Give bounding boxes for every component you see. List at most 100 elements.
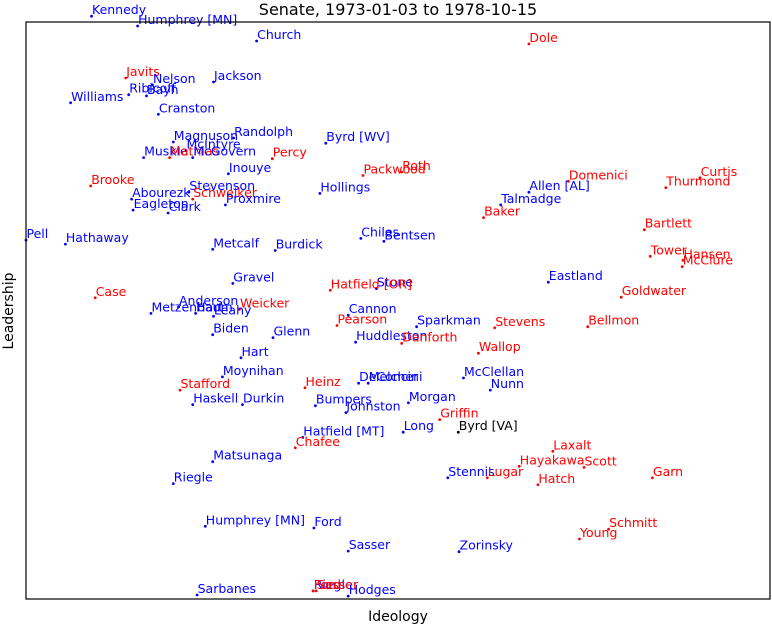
senator-marker (238, 307, 241, 311)
senator-marker (578, 537, 581, 541)
senator-marker (698, 176, 702, 180)
senator-label: Eastland (549, 268, 603, 283)
senator-label: Hatch (538, 471, 575, 486)
senator-point: Hollings (318, 179, 370, 195)
senator-label: Hayakawa (520, 452, 585, 467)
senator-marker (607, 527, 610, 531)
senator-point: Zorinsky (457, 538, 514, 554)
senator-point: Humphrey [MN] (136, 12, 237, 28)
senator-marker (375, 287, 378, 290)
senator-marker (145, 94, 148, 98)
senator-point: Moynihan (221, 363, 284, 379)
senator-label: Byrd [VA] (459, 418, 518, 433)
senator-marker (680, 265, 684, 268)
senator-label: Randolph (234, 124, 293, 139)
senator-label: Garn (653, 464, 683, 479)
senator-label: DeConcini (359, 369, 422, 384)
senator-label: Church (257, 27, 301, 42)
senator-label: Hansen (684, 246, 731, 261)
senator-marker (212, 314, 215, 318)
senator-marker (651, 476, 654, 480)
senator-point: Matsunaga (211, 448, 282, 464)
senator-marker (177, 305, 180, 309)
senator-marker (191, 403, 195, 406)
senator-point: Jackson (212, 68, 262, 84)
senator-label: Bellmon (588, 313, 639, 328)
senator-marker (493, 326, 497, 330)
senator-label: Hatfield [OR] (331, 276, 412, 291)
senator-marker (536, 483, 540, 487)
senator-point: Leahy (212, 302, 252, 318)
senator-marker (211, 460, 215, 464)
senator-marker (346, 549, 350, 553)
senator-point: Metcalf (211, 235, 260, 251)
senator-label: Long (404, 418, 434, 433)
senator-marker (232, 136, 236, 140)
senator-point: Humphrey [MN] (203, 512, 305, 528)
senator-marker (366, 381, 370, 385)
senator-label: McClellan (464, 364, 524, 379)
senator-marker (303, 386, 307, 390)
senator-label: Pearson (338, 312, 388, 327)
senator-marker (130, 197, 134, 201)
senator-label: Humphrey [MN] (138, 12, 237, 27)
senator-marker (648, 254, 652, 258)
senator-point: Garn (651, 464, 683, 480)
senator-point: Stone (375, 275, 413, 290)
senator-point: Domenici (567, 167, 628, 183)
senator-marker (221, 375, 224, 379)
senator-point: McIntyre (184, 137, 241, 153)
senator-marker (270, 157, 274, 161)
plot-area-frame (25, 21, 771, 600)
senator-marker (142, 156, 146, 160)
senator-label: Thurmond (665, 174, 730, 189)
senator-marker (301, 436, 305, 439)
senator-label: Matsunaga (213, 448, 282, 463)
y-axis-label: Leadership (1, 272, 17, 349)
senator-point: Hart (194, 299, 223, 315)
senator-label: Laxalt (553, 437, 591, 452)
senator-label: Biden (213, 321, 249, 336)
senator-marker (131, 208, 135, 212)
senator-point: Hodges (346, 582, 396, 598)
senator-label: Tower (650, 242, 688, 257)
senator-point: Danforth (400, 329, 457, 345)
senator-marker (681, 258, 685, 262)
senator-point: Riegle (171, 470, 213, 485)
senator-point: Ford (311, 577, 341, 593)
senator-point: Hatfield [OR] (328, 276, 412, 292)
senator-label: Danforth (402, 329, 457, 344)
senator-point: Bumpers (314, 392, 372, 408)
senator-marker (462, 376, 465, 380)
senator-label: Sarbanes (198, 581, 256, 596)
senator-marker (488, 388, 492, 392)
senator-marker (241, 403, 244, 406)
senator-label: Magnuson (174, 128, 238, 143)
x-axis-label: Ideology (368, 609, 428, 625)
senator-point: Long (401, 418, 434, 434)
senator-marker (157, 112, 160, 116)
senator-label: Abourezk (132, 185, 191, 200)
senator-label: Bartlett (645, 216, 692, 231)
senator-label: Stevenson (189, 178, 255, 193)
senator-marker (527, 190, 531, 194)
senator-point: Muskie (142, 144, 188, 160)
senator-point: Nunn (488, 376, 524, 392)
senator-point: Packwood (361, 162, 426, 177)
senator-label: Riegle (174, 470, 213, 485)
senator-label: Chafee (296, 434, 340, 449)
senator-point: McClellan (462, 364, 524, 380)
senator-marker (195, 593, 199, 597)
senator-label: Haskell (193, 391, 238, 406)
senator-label: Javits (125, 64, 160, 79)
senator-label: Packwood (364, 162, 426, 177)
chart-title: Senate, 1973-01-03 to 1978-10-15 (259, 0, 537, 19)
senator-point: DeConcini (357, 369, 422, 385)
senator-marker (359, 237, 363, 240)
senator-label: Durkin (243, 391, 284, 406)
senator-label: Huddleston (356, 328, 427, 343)
senator-point: Bentsen (382, 227, 436, 243)
senator-label: Burdick (276, 237, 324, 252)
senator-marker (212, 80, 215, 84)
senator-marker (401, 430, 405, 434)
